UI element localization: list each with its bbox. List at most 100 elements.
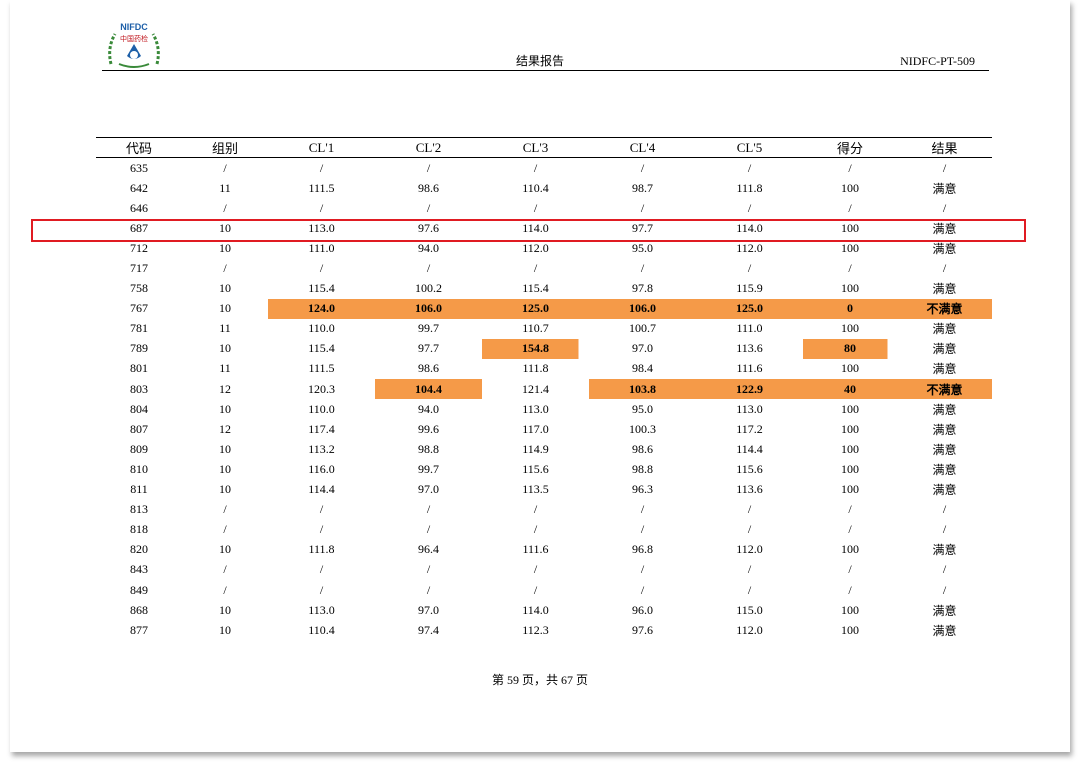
cell-cl1: 110.4 [308,622,335,637]
cell-code: 810 [130,461,148,476]
cell-result: / [942,160,947,175]
cell-cl4: 97.0 [632,341,653,356]
cell-cl3: 112.3 [522,622,549,637]
cell-cl2: 100.2 [415,281,442,296]
cell-cl5: 113.0 [736,401,763,416]
cell-result: 满意 [932,322,957,337]
cell-code: 635 [130,160,148,175]
cell-cl5: 114.0 [736,220,763,235]
cell-group: 10 [219,240,231,255]
cell-score: 0 [803,298,897,319]
table-body: 635 / / / / / / / / 642 11 111.5 98.6 110.4 98.7 111.8 1… [96,158,992,641]
cell-cl4: 96.3 [632,482,653,497]
table-row: 781 11 110.0 99.7 110.7 100.7 111.0 100 满意 [96,319,992,339]
cell-group: / [223,200,227,215]
cell-cl4: 95.0 [632,240,653,255]
cell-cl2: 99.6 [418,421,439,436]
cell-cl3: 112.0 [522,240,549,255]
cell-cl5: 112.0 [736,542,763,557]
cell-cl2: / [426,200,431,215]
cell-cl5: 114.4 [736,441,763,456]
cell-score: 40 [803,379,897,400]
cell-score: / [848,200,852,215]
table-row: 818 / / / / / / / / [96,520,992,540]
cell-result: 满意 [932,342,957,357]
cell-cl1: 115.4 [308,341,335,356]
cell-cl5: 112.0 [736,622,763,637]
col-header-cl2: CL'2 [375,137,482,158]
cell-result: 满意 [932,362,957,377]
cell-group: 10 [219,301,231,316]
cell-score: / [848,261,852,276]
nifdc-logo: NIFDC 中国药检 [108,22,160,68]
cell-code: 820 [130,542,148,557]
table-row: 635 / / / / / / / / [96,158,992,179]
cell-code: 818 [130,522,148,537]
cell-code: 717 [130,261,148,276]
cell-cl1: / [319,502,324,517]
cell-cl4: / [640,200,645,215]
cell-cl3: / [533,502,538,517]
cell-group: / [223,522,227,537]
table-row: 820 10 111.8 96.4 111.6 96.8 112.0 100 满意 [96,540,992,560]
cell-cl1: 110.0 [308,401,335,416]
table-row: 843 / / / / / / / / [96,560,992,580]
cell-cl1: 111.5 [308,180,335,195]
cell-group: 10 [219,622,231,637]
cell-cl3: 114.9 [522,441,549,456]
cell-cl1: 111.0 [308,240,335,255]
cell-group: 11 [219,321,231,336]
cell-score: 100 [841,321,859,336]
cell-score: 100 [841,441,859,456]
cell-cl5: 117.2 [736,421,763,436]
cell-cl3: 125.0 [482,298,589,319]
cell-cl3: 110.7 [522,321,549,336]
cell-cl5: 112.0 [736,240,763,255]
cell-score: / [848,582,852,597]
cell-score: 100 [841,542,859,557]
cell-cl4: 96.0 [632,602,653,617]
table-row: 804 10 110.0 94.0 113.0 95.0 113.0 100 满意 [96,399,992,419]
col-header-group: 组别 [182,137,268,158]
cell-result: / [942,562,947,577]
cell-cl2: 99.7 [418,461,439,476]
cell-cl2: 97.0 [418,602,439,617]
cell-cl5: 111.0 [736,321,763,336]
cell-cl3: 154.8 [482,338,589,359]
cell-code: 843 [130,562,148,577]
table-row: 877 10 110.4 97.4 112.3 97.6 112.0 100 满意 [96,620,992,640]
cell-cl4: / [640,261,645,276]
cell-cl1: 111.5 [308,361,335,376]
cell-cl3: 114.0 [522,220,549,235]
cell-score: 100 [841,622,859,637]
cell-cl5: / [747,200,752,215]
cell-cl5: 115.6 [736,461,763,476]
cell-group: 11 [219,180,231,195]
cell-cl1: 116.0 [308,461,335,476]
cell-result: 满意 [932,603,957,618]
cell-cl3: 121.4 [522,381,549,396]
cell-cl1: / [319,562,324,577]
cell-cl5: 115.0 [736,602,763,617]
cell-cl4: / [640,562,645,577]
cell-cl1: 117.4 [308,421,335,436]
cell-cl3: 110.4 [522,180,549,195]
col-header-cl5: CL'5 [696,137,803,158]
cell-cl5: / [747,562,752,577]
cell-code: 868 [130,602,148,617]
cell-cl3: / [533,562,538,577]
cell-score: 80 [803,338,897,359]
cell-cl2: / [426,582,431,597]
table-header-row: 代码 组别 CL'1 CL'2 CL'3 CL'4 CL'5 得分 结果 [96,137,992,158]
cell-group: 11 [219,361,231,376]
cell-result: / [942,261,947,276]
cell-code: 813 [130,502,148,517]
col-header-result: 结果 [897,137,992,158]
cell-cl1: 114.4 [308,482,335,497]
table-row: 809 10 113.2 98.8 114.9 98.6 114.4 100 满意 [96,439,992,459]
cell-cl1: / [319,522,324,537]
cell-result: 满意 [932,241,957,256]
cell-group: 10 [219,341,231,356]
cell-score: 100 [841,281,859,296]
cell-cl1: 113.2 [308,441,335,456]
